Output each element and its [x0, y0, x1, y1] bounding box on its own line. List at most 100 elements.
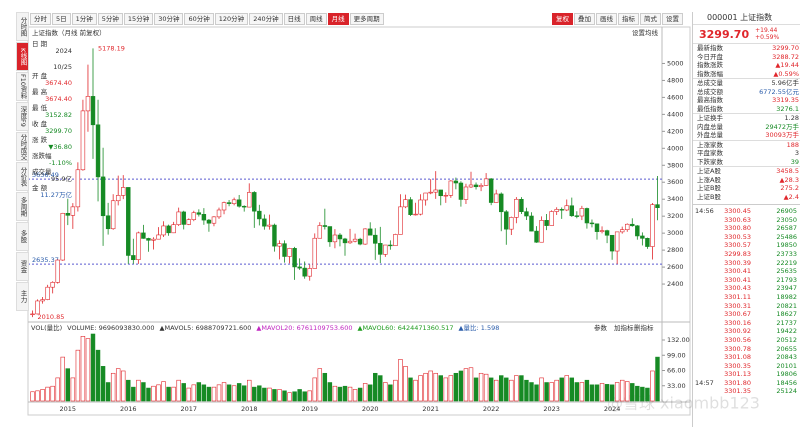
candle-body — [438, 189, 443, 197]
candle-body — [478, 185, 484, 188]
y-tick-label: 4000 — [667, 144, 684, 152]
tick-row: 3300.92 19422 — [693, 327, 800, 336]
period-button[interactable]: 月线 — [327, 13, 349, 25]
period-button[interactable]: 5日 — [52, 13, 71, 25]
candle-body — [332, 234, 338, 243]
side-tab[interactable]: K线图 — [16, 42, 29, 71]
volume-bar — [90, 333, 96, 402]
tool-button[interactable]: 指标 — [618, 13, 639, 25]
volume-bar — [267, 387, 272, 402]
candle-body — [579, 208, 585, 217]
candle-body — [272, 224, 277, 247]
tool-toolbar: 复权 叠加 画线 指标 简式 设置 — [552, 13, 683, 25]
volume-bar — [650, 370, 655, 402]
volume-bar — [45, 386, 50, 402]
volume-bar — [393, 379, 398, 402]
period-button[interactable]: 日线 — [283, 13, 305, 25]
candle-body — [483, 178, 489, 186]
period-button[interactable]: 60分钟 — [184, 13, 214, 25]
candle-body — [640, 235, 645, 239]
period-button[interactable]: 30分钟 — [154, 13, 184, 25]
ma-setting[interactable]: 设置均线 — [632, 28, 659, 37]
candle-body — [468, 184, 474, 188]
quote-row: 指数涨幅 ▲0.59% — [693, 70, 800, 79]
x-tick-label: 2024 — [604, 405, 621, 413]
side-tab[interactable]: 多股 — [16, 222, 29, 251]
side-tab[interactable]: 分时图 — [16, 12, 29, 41]
tool-button[interactable]: 设置 — [662, 13, 683, 25]
candle-body — [413, 213, 418, 216]
tick-time — [693, 293, 711, 302]
quote-value: 188 — [786, 140, 799, 149]
period-button[interactable]: 更多周期 — [349, 13, 384, 25]
info-label: 最 低 — [32, 103, 48, 112]
volume-bar — [347, 386, 353, 402]
quote-label: 最低指数 — [697, 104, 723, 113]
period-button[interactable]: 240分钟 — [249, 13, 283, 25]
tool-button[interactable]: 复权 — [552, 13, 573, 25]
info-label: 成交量 — [32, 167, 52, 176]
candle-body — [403, 199, 408, 208]
candle-body — [201, 214, 207, 221]
candle-body — [544, 220, 549, 226]
tick-time — [693, 241, 711, 250]
candle-body — [262, 218, 267, 227]
volume-bar — [297, 389, 302, 402]
info-label: 最 高 — [32, 87, 48, 96]
side-tab[interactable]: 资金 — [16, 252, 29, 281]
info-value: 10/25 — [53, 63, 72, 71]
indicator-tool[interactable]: 参数 — [594, 323, 608, 332]
indicator-item: ▲MAVOL20: 6761109753.600 — [256, 324, 352, 332]
tool-button[interactable]: 简式 — [640, 13, 661, 25]
candle-body — [297, 266, 302, 269]
period-button[interactable]: 5分钟 — [97, 13, 123, 25]
tool-button[interactable]: 画线 — [596, 13, 617, 25]
tick-price: 3300.41 — [724, 267, 751, 276]
volume-bar — [539, 377, 544, 402]
period-button[interactable]: 120分钟 — [214, 13, 249, 25]
quote-panel: 000001 上证指数 3299.70 +19.44 +0.59% 最新指数 3299… — [692, 12, 800, 427]
volume-bar — [388, 384, 393, 402]
candle-body — [433, 189, 438, 193]
side-tab[interactable]: 分价表 — [16, 162, 29, 191]
volume-bar — [282, 390, 287, 402]
period-button[interactable]: 分时 — [30, 13, 51, 25]
side-tab[interactable]: F10资料 — [16, 72, 29, 101]
tick-volume: 20821 — [776, 301, 797, 310]
volume-bar — [383, 382, 388, 402]
candle-body — [247, 192, 252, 208]
volume-bar — [463, 368, 469, 402]
candle-body — [650, 204, 655, 247]
side-tab[interactable]: 深度F9 — [16, 102, 29, 131]
quote-value: 3319.35 — [772, 96, 799, 104]
candle-body — [514, 198, 519, 218]
candle-body — [55, 259, 60, 283]
quote-value: 29472万手 — [765, 122, 799, 131]
candle-body — [524, 211, 529, 217]
tick-price: 3300.63 — [724, 215, 751, 224]
period-button[interactable]: 15分钟 — [123, 13, 154, 25]
side-tab[interactable]: 分时成交 — [16, 132, 29, 161]
volume-bar — [30, 391, 35, 402]
period-button[interactable]: 周线 — [305, 13, 327, 25]
side-tab[interactable]: 多周期 — [16, 192, 29, 221]
tick-row: 14:56 3300.45 26905 — [693, 207, 800, 216]
period-button[interactable]: 1分钟 — [71, 13, 97, 25]
volume-bar — [40, 389, 45, 402]
volume-bar — [307, 390, 312, 402]
indicator-tool[interactable]: 删指标 — [634, 323, 654, 332]
candle-body — [292, 248, 297, 268]
tool-button[interactable]: 叠加 — [574, 13, 595, 25]
tick-volume: 22219 — [776, 258, 797, 267]
volume-bar — [176, 379, 181, 402]
candle-body — [176, 211, 181, 225]
indicator-tool[interactable]: 加指标 — [614, 323, 634, 332]
tick-price: 3301.13 — [724, 370, 751, 379]
candle-body — [519, 198, 524, 212]
tick-row: 3300.78 20655 — [693, 345, 800, 354]
candle-body — [559, 209, 564, 211]
volume-bar — [342, 385, 348, 402]
side-tab[interactable]: 主力 — [16, 282, 29, 311]
quote-value: ▲2.4 — [783, 192, 799, 201]
